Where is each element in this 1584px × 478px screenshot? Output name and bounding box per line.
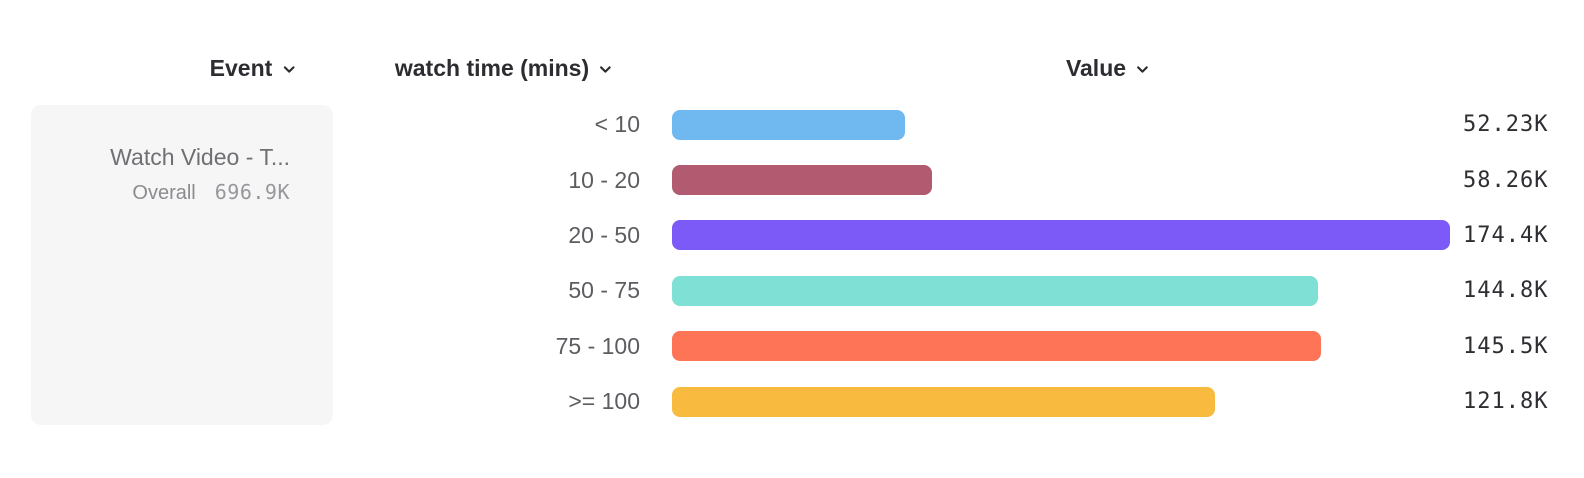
chart-row: 50 - 75 144.8K [0, 263, 1584, 318]
value-column-header-label: Value [1065, 54, 1127, 81]
bar[interactable] [672, 109, 905, 140]
category-label: 75 - 100 [555, 332, 640, 359]
category-label: < 10 [594, 111, 640, 138]
chevron-down-icon [598, 62, 613, 77]
bar[interactable] [672, 220, 1450, 251]
event-column-header-label: Event [209, 54, 273, 81]
event-legend-text: Watch Video - T... Overall 696.9K [110, 142, 290, 206]
value-label: 145.5K [1463, 333, 1549, 359]
category-label: 10 - 20 [568, 166, 640, 193]
chart-rows: < 10 52.23K 10 - 20 58.26K 20 - 50 174.4… [0, 97, 1584, 429]
chevron-down-icon [281, 62, 296, 77]
bar-track [672, 220, 1450, 251]
chart-row: 75 - 100 145.5K [0, 319, 1584, 374]
chevron-down-icon [1135, 62, 1150, 77]
chart-row: < 10 52.23K [0, 97, 1584, 152]
bar-track [672, 386, 1450, 417]
event-name: Watch Video - T... [110, 144, 290, 170]
value-label: 144.8K [1463, 278, 1549, 304]
bar[interactable] [672, 386, 1216, 417]
overall-value: 696.9K [214, 180, 290, 204]
breakdown-column-header[interactable]: watch time (mins) [395, 54, 613, 82]
bar-track [672, 331, 1450, 362]
chart-row: 20 - 50 174.4K [0, 208, 1584, 263]
value-label: 174.4K [1463, 222, 1549, 248]
value-label: 58.26K [1463, 167, 1549, 193]
value-label: 52.23K [1463, 112, 1549, 138]
chart-row: >= 100 121.8K [0, 374, 1584, 429]
bar-track [672, 165, 1450, 196]
value-column-header[interactable]: Value [1066, 54, 1150, 82]
value-label: 121.8K [1463, 389, 1549, 415]
bar[interactable] [672, 275, 1318, 306]
event-legend-card[interactable]: Watch Video - T... Overall 696.9K [31, 105, 333, 425]
bar-track [672, 275, 1450, 306]
bar[interactable] [672, 331, 1322, 362]
overall-label: Overall [132, 182, 196, 204]
category-label: 20 - 50 [568, 221, 640, 248]
event-column-header[interactable]: Event [210, 54, 297, 82]
bar[interactable] [672, 165, 932, 196]
chart-row: 10 - 20 58.26K [0, 152, 1584, 207]
category-label: 50 - 75 [568, 277, 640, 304]
bar-track [672, 109, 1450, 140]
breakdown-column-header-label: watch time (mins) [394, 54, 590, 81]
category-label: >= 100 [568, 388, 640, 415]
event-overall-row: Overall 696.9K [110, 179, 290, 206]
